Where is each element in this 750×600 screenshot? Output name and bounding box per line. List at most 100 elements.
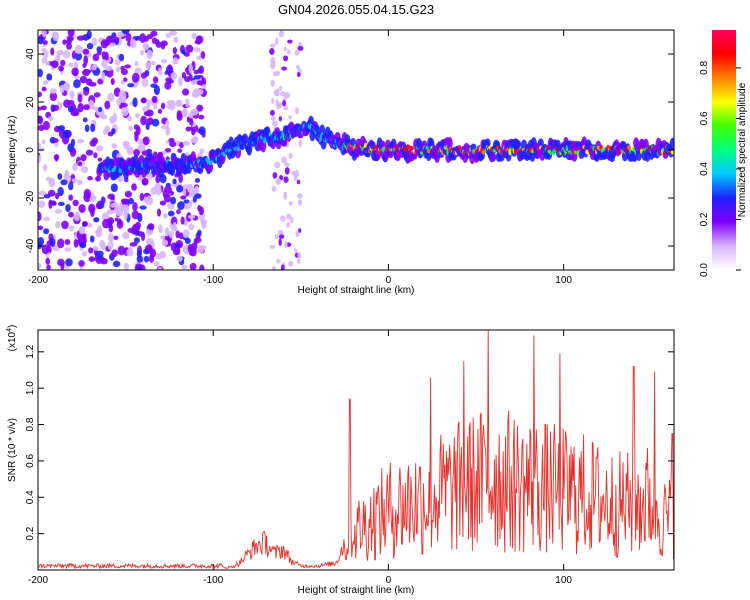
spectrogram-cell bbox=[129, 242, 138, 247]
spectrogram-cell bbox=[271, 185, 277, 192]
spectrogram-cell bbox=[48, 200, 57, 205]
spectrogram-cell bbox=[293, 248, 298, 253]
spectrogram-cell bbox=[38, 154, 42, 164]
spectrogram-cell bbox=[188, 214, 196, 219]
spectrogram-cell bbox=[68, 62, 74, 68]
spectrogram-cell bbox=[89, 197, 95, 203]
spectrogram-cell bbox=[298, 199, 303, 206]
spectrogram-cell bbox=[82, 63, 87, 68]
spectrogram-cell bbox=[92, 53, 100, 62]
spectrogram-cell bbox=[280, 264, 285, 270]
x-tick-label: -100 bbox=[203, 275, 223, 286]
spectrogram-cell bbox=[271, 265, 277, 270]
spectrogram-cell bbox=[59, 84, 65, 94]
spectrogram-cell bbox=[153, 85, 161, 96]
spectrogram-cell bbox=[64, 169, 69, 178]
spectrogram-cell bbox=[194, 185, 199, 194]
spectrogram-cell bbox=[79, 242, 87, 249]
spectrogram-cell bbox=[178, 173, 184, 184]
spectrogram-cell bbox=[167, 64, 173, 71]
spectrogram-cell bbox=[89, 139, 97, 147]
spectrogram-cell bbox=[136, 266, 142, 270]
spectrogram-cell bbox=[82, 117, 88, 123]
spectrogram-cell bbox=[148, 254, 155, 263]
spectrogram-cell bbox=[283, 95, 287, 101]
spectrogram-cell bbox=[83, 221, 88, 227]
spectrogram-cell bbox=[156, 164, 160, 170]
spectrogram-cell bbox=[198, 126, 206, 136]
spectrogram-cell bbox=[49, 238, 56, 247]
spectrogram-cell bbox=[112, 112, 118, 122]
spectrogram-cell bbox=[295, 230, 300, 238]
spectrogram-cell bbox=[288, 115, 292, 120]
spectrogram-cell bbox=[73, 211, 81, 222]
spectrogram-cell bbox=[270, 79, 275, 88]
spectrogram-cell bbox=[49, 88, 57, 94]
spectrogram-cell bbox=[181, 49, 186, 55]
snr-background bbox=[38, 330, 674, 570]
spectrogram-cell bbox=[81, 250, 88, 257]
spectrogram-cell bbox=[89, 235, 95, 243]
spectrogram-cell bbox=[65, 203, 71, 213]
spectrogram-cell bbox=[117, 218, 122, 226]
spectrogram-cell bbox=[52, 244, 60, 252]
snr-scale-text: (x10 bbox=[7, 331, 18, 351]
spectrogram-cell bbox=[80, 154, 87, 162]
spectrogram-cell bbox=[128, 125, 133, 132]
spectrogram-cell bbox=[93, 152, 98, 159]
spectrogram-cell bbox=[110, 78, 115, 86]
spectrogram-cell bbox=[194, 178, 201, 183]
spectrogram-cell bbox=[43, 194, 51, 199]
spectrogram-cell bbox=[96, 250, 104, 258]
spectrogram-cell bbox=[145, 122, 150, 131]
spectrogram-cell bbox=[123, 262, 129, 270]
spectrogram-cell bbox=[145, 244, 153, 253]
spectrogram-cell bbox=[41, 139, 46, 144]
spectrogram-cell bbox=[172, 222, 177, 231]
spectrogram-cell bbox=[54, 154, 59, 162]
spectrogram-cell bbox=[275, 178, 282, 185]
spectrogram-cell bbox=[160, 42, 166, 50]
spectrogram-cell bbox=[139, 33, 147, 43]
spectrogram-cell bbox=[77, 161, 83, 167]
spectrogram-cell bbox=[181, 72, 187, 79]
spectrogram-cell bbox=[283, 46, 287, 52]
spectrogram-cell bbox=[41, 47, 47, 53]
spectrogram-cell bbox=[42, 163, 48, 172]
spectrogram-cell bbox=[126, 248, 134, 257]
spectrogram-cell bbox=[132, 97, 138, 108]
spectrogram-cell bbox=[161, 239, 169, 247]
spectrogram-cell bbox=[111, 143, 118, 149]
spectrogram-cell bbox=[83, 188, 91, 199]
spectrogram-cell bbox=[69, 90, 75, 100]
spectrogram-cell bbox=[116, 97, 121, 107]
spectrogram-cell bbox=[185, 98, 190, 108]
spectrogram-cell bbox=[56, 50, 64, 56]
spectrogram-cell bbox=[172, 57, 179, 65]
spectrogram-cell bbox=[61, 220, 69, 230]
spectrogram-cell bbox=[184, 204, 191, 210]
spectrogram-cell bbox=[166, 103, 173, 110]
spectrogram-cell bbox=[157, 108, 163, 114]
spectrogram-cell bbox=[350, 138, 357, 147]
spectrogram-cell bbox=[96, 46, 103, 53]
x-tick-label: 100 bbox=[555, 575, 572, 586]
spectrogram-cell bbox=[446, 136, 453, 150]
spectrogram-cell bbox=[104, 65, 113, 72]
spectrogram-cell bbox=[46, 73, 53, 81]
spectrogram-cell bbox=[68, 194, 74, 201]
spectrogram-cell bbox=[107, 209, 113, 215]
spectrogram-cell bbox=[118, 90, 127, 100]
spectrogram-cell bbox=[158, 224, 163, 234]
spectrogram-cell bbox=[88, 247, 94, 254]
spectrogram-cell bbox=[164, 227, 170, 237]
spectrogram-cell bbox=[78, 260, 85, 267]
spectrogram-cell bbox=[40, 105, 47, 111]
spectrogram-cell bbox=[88, 203, 96, 214]
spectrogram-cell bbox=[55, 192, 60, 200]
spectrogram-cell bbox=[123, 77, 128, 82]
spectrogram-cell bbox=[163, 213, 168, 219]
spectrogram-cell bbox=[140, 72, 147, 79]
spectrogram-cell bbox=[164, 185, 172, 195]
spectrogram-cell bbox=[110, 183, 118, 192]
